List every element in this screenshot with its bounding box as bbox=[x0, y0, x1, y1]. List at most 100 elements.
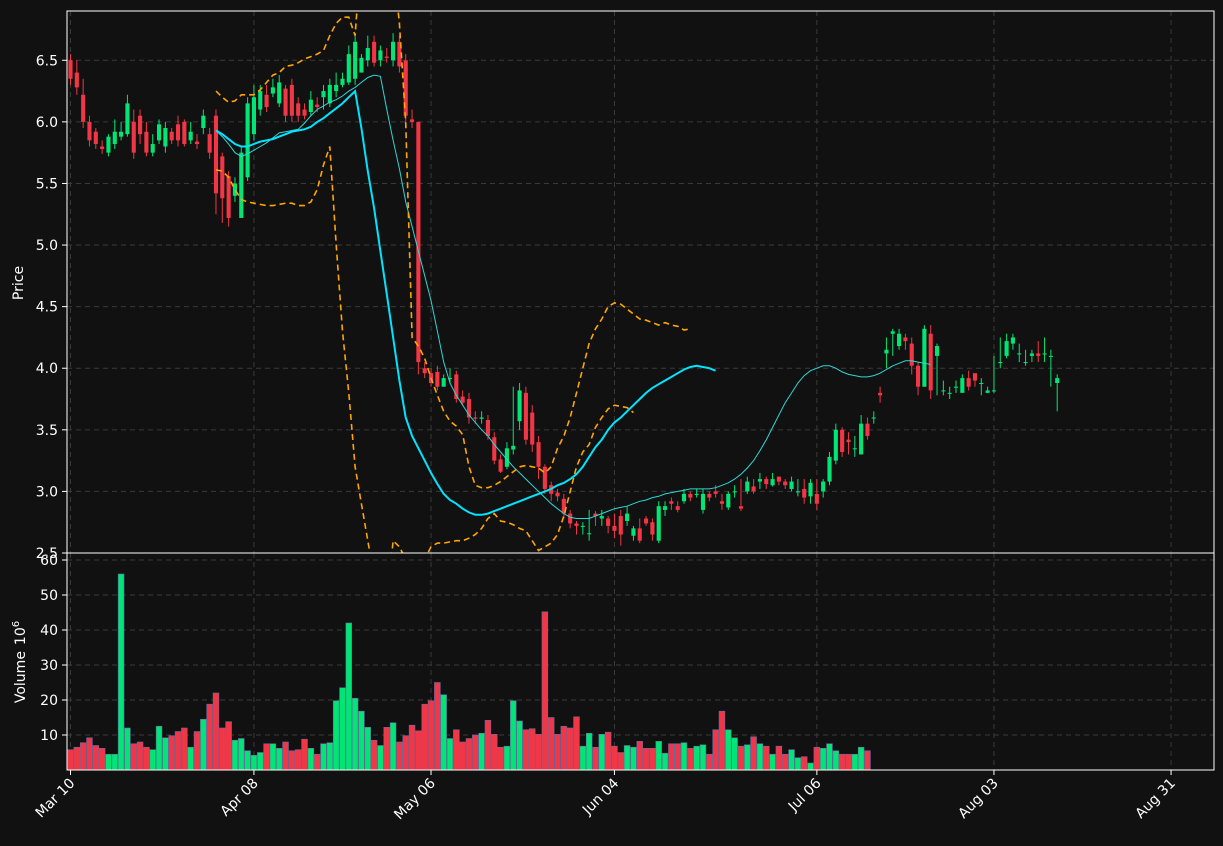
volume-bar bbox=[276, 747, 283, 771]
volume-bar bbox=[592, 746, 599, 771]
candle-body bbox=[650, 522, 655, 535]
candle-body bbox=[890, 331, 895, 334]
volume-bar bbox=[857, 746, 865, 771]
candle-body bbox=[568, 513, 573, 524]
candle-body bbox=[618, 516, 623, 535]
candle-body bbox=[264, 94, 269, 108]
volume-bar bbox=[377, 745, 384, 771]
candle-body bbox=[991, 390, 997, 392]
volume-bar bbox=[453, 729, 460, 771]
volume-bar bbox=[149, 749, 156, 771]
candle-body bbox=[985, 390, 990, 393]
price-tick-label: 4.0 bbox=[36, 361, 58, 377]
volume-bar bbox=[642, 747, 650, 771]
volume-bar bbox=[826, 743, 833, 771]
volume-bar bbox=[257, 752, 264, 771]
candle-body bbox=[953, 386, 959, 388]
price-grid bbox=[67, 11, 1214, 553]
candle-body bbox=[334, 84, 339, 92]
candle-body bbox=[561, 498, 566, 514]
candle-body bbox=[156, 124, 162, 141]
volume-bar bbox=[459, 741, 466, 771]
price-tick-label: 3.5 bbox=[36, 423, 58, 439]
candle-body bbox=[68, 60, 73, 79]
candle-body bbox=[979, 383, 984, 385]
candle-body bbox=[821, 481, 826, 492]
volume-bar bbox=[598, 733, 606, 771]
candle-body bbox=[909, 343, 914, 366]
volume-bar bbox=[864, 750, 871, 771]
volume-bar bbox=[851, 753, 859, 771]
volume-bar bbox=[206, 703, 213, 771]
candle-body bbox=[795, 491, 800, 493]
volume-bar bbox=[86, 737, 93, 771]
volume-bar bbox=[668, 743, 675, 771]
candle-body bbox=[966, 378, 971, 387]
candle-body bbox=[1042, 353, 1047, 355]
candle-body bbox=[884, 349, 889, 354]
candle-body bbox=[296, 103, 301, 116]
volume-bar bbox=[238, 738, 245, 771]
candle-body bbox=[403, 60, 408, 116]
volume-axis-label-text: Volume bbox=[13, 651, 29, 703]
volume-bar bbox=[655, 740, 662, 771]
candle-body bbox=[1036, 353, 1041, 356]
candle-body bbox=[669, 501, 674, 504]
volume-bar bbox=[130, 743, 137, 771]
candles bbox=[68, 33, 1060, 546]
volume-bar bbox=[231, 739, 239, 771]
candle-body bbox=[517, 390, 522, 422]
candle-body bbox=[201, 115, 206, 129]
candle-body bbox=[119, 131, 124, 137]
volume-bar bbox=[522, 729, 530, 771]
candle-body bbox=[878, 392, 883, 396]
volume-panel-frame bbox=[66, 552, 1215, 771]
price-tick-label: 3.0 bbox=[36, 484, 58, 500]
candle-body bbox=[138, 115, 143, 135]
volume-bar bbox=[541, 611, 549, 771]
volume-grid bbox=[67, 553, 1214, 770]
candle-body bbox=[941, 390, 946, 392]
volume-bar bbox=[491, 733, 498, 771]
volume-bar bbox=[706, 753, 713, 771]
volume-bar bbox=[845, 753, 852, 771]
volume-bar bbox=[636, 740, 643, 771]
candle-body bbox=[972, 373, 978, 381]
candle-body bbox=[928, 333, 933, 391]
volume-bar bbox=[396, 741, 403, 771]
volume-axis-unit-exponent: 6 bbox=[11, 621, 22, 627]
candle-body bbox=[397, 41, 402, 67]
candle-body bbox=[125, 103, 130, 135]
candle-body bbox=[359, 57, 364, 73]
candle-body bbox=[182, 121, 187, 145]
volume-bar bbox=[566, 727, 574, 771]
candle-body bbox=[852, 448, 857, 450]
bollinger-upper-line bbox=[215, 11, 691, 489]
candle-body bbox=[163, 128, 168, 147]
candle-body bbox=[346, 54, 351, 83]
candle-body bbox=[1048, 355, 1053, 357]
candle-body bbox=[416, 121, 421, 363]
volume-bar bbox=[421, 703, 428, 771]
volume-bar bbox=[200, 718, 207, 771]
volume-bar bbox=[547, 717, 555, 771]
candle-body bbox=[726, 493, 731, 508]
volume-bar bbox=[124, 727, 131, 771]
volume-bar bbox=[649, 747, 656, 771]
candle-body bbox=[327, 84, 332, 104]
volume-bar bbox=[579, 745, 587, 771]
candle-body bbox=[454, 374, 459, 400]
candle-body bbox=[675, 506, 680, 510]
candle-body bbox=[846, 439, 851, 443]
volume-bar bbox=[339, 687, 346, 771]
candle-body bbox=[1017, 353, 1022, 355]
candle-body bbox=[707, 493, 712, 498]
volume-bar bbox=[794, 757, 802, 771]
volume-bar bbox=[782, 753, 789, 771]
volume-bar bbox=[687, 747, 694, 771]
candle-body bbox=[81, 94, 86, 122]
volume-tick-label: 20 bbox=[40, 693, 58, 709]
candle-body bbox=[662, 506, 668, 510]
volume-bar bbox=[105, 753, 112, 771]
